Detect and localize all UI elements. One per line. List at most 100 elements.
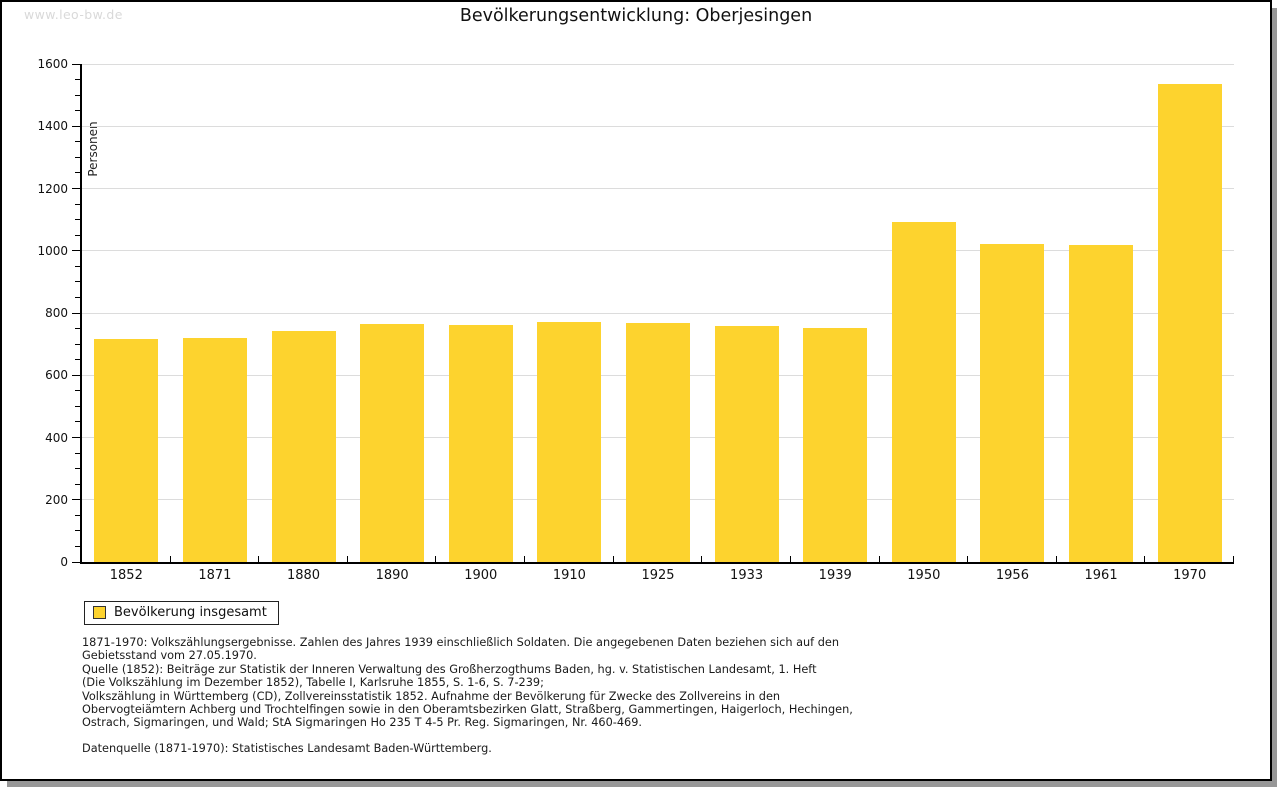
y-axis-label: Personen xyxy=(86,121,100,177)
x-axis-tick-label: 1961 xyxy=(1084,568,1118,583)
x-axis-tick xyxy=(524,556,525,562)
y-axis-minor-tick xyxy=(75,390,80,392)
y-axis-tick xyxy=(72,250,80,252)
bar xyxy=(182,337,247,562)
chart-title: Bevölkerungsentwicklung: Oberjesingen xyxy=(459,6,813,26)
y-axis-minor-tick xyxy=(75,468,80,470)
x-axis-tick xyxy=(613,556,614,562)
bar xyxy=(1069,244,1134,562)
x-axis-tick xyxy=(1056,556,1057,562)
bar xyxy=(1157,84,1222,562)
y-axis-tick xyxy=(72,312,80,314)
data-source-line: Datenquelle (1871-1970): Statistisches L… xyxy=(82,742,492,755)
y-axis-tick-label: 1200 xyxy=(37,181,68,196)
bar xyxy=(803,327,868,562)
y-axis-minor-tick xyxy=(75,514,80,516)
y-axis-minor-tick xyxy=(75,545,80,547)
y-axis-minor-tick xyxy=(75,156,80,158)
y-axis-tick-label: 1000 xyxy=(37,243,68,258)
y-axis-minor-tick xyxy=(75,110,80,112)
leo-bw-watermark: www.leo-bw.de xyxy=(24,7,123,22)
x-axis-tick-label: 1890 xyxy=(375,568,409,583)
x-axis-tick xyxy=(435,556,436,562)
x-axis-tick xyxy=(1144,556,1145,562)
y-axis-minor-tick xyxy=(75,343,80,345)
y-axis-minor-tick xyxy=(75,530,80,532)
x-axis-tick-label: 1933 xyxy=(730,568,764,583)
y-axis-tick xyxy=(72,63,80,65)
footnote-line: 1871-1970: Volkszählungsergebnisse. Zahl… xyxy=(82,636,840,649)
x-axis-tick xyxy=(347,556,348,562)
y-axis-minor-tick xyxy=(75,405,80,407)
y-axis-tick-label: 600 xyxy=(45,368,68,383)
y-axis-tick-label: 1600 xyxy=(37,57,68,71)
legend-color-swatch-icon xyxy=(93,606,106,619)
y-axis-minor-tick xyxy=(75,234,80,236)
y-axis-tick xyxy=(72,561,80,563)
x-axis-tick-label: 1852 xyxy=(109,568,143,583)
x-axis-tick-label: 1900 xyxy=(464,568,498,583)
plot-area: Personen 0 200 400 600 800 1000 1200 1400 1600 18… xyxy=(37,57,1234,583)
bar xyxy=(626,322,690,562)
y-axis-minor-tick xyxy=(75,328,80,330)
y-axis-minor-tick xyxy=(75,265,80,267)
x-axis-tick xyxy=(790,556,791,562)
x-axis-tick-label: 1880 xyxy=(286,568,321,583)
gridline-y xyxy=(82,188,1234,189)
bar xyxy=(537,322,602,562)
x-axis-tick xyxy=(967,556,968,562)
y-axis-tick xyxy=(72,188,80,189)
y-axis-minor-tick xyxy=(75,219,80,221)
footnote-line: Obervogteiämtern Achberg und Trochtelfin… xyxy=(82,703,853,717)
x-axis-tick-label: 1871 xyxy=(198,568,232,583)
y-axis-minor-tick xyxy=(75,296,80,298)
y-axis-tick xyxy=(72,499,80,501)
footnote-line: (Die Volkszählung im Dezember 1852), Tab… xyxy=(82,676,544,690)
x-axis-tick-label: 1950 xyxy=(907,568,941,583)
y-axis-minor-tick xyxy=(75,359,80,361)
x-axis-tick-label: 1970 xyxy=(1173,568,1207,583)
x-axis-tick xyxy=(879,556,880,562)
y-axis-tick xyxy=(72,437,80,438)
footnote-line: Gebietsstand vom 27.05.1970. xyxy=(82,649,257,663)
y-axis-minor-tick xyxy=(75,172,80,174)
y-axis-minor-tick xyxy=(75,79,80,81)
y-axis-minor-tick xyxy=(75,203,80,205)
y-axis-tick-label: 0 xyxy=(60,555,68,569)
y-axis-minor-tick xyxy=(75,452,80,454)
footnotes-block: 1871-1970: Volkszählungsergebnisse. Zahl… xyxy=(82,636,853,730)
bar xyxy=(448,324,513,562)
footnote-line: Quelle (1852): Beiträge zur Statistik de… xyxy=(82,662,817,676)
y-axis-tick-label: 1400 xyxy=(37,119,68,134)
x-axis-tick-label: 1939 xyxy=(818,568,852,583)
gridline-y xyxy=(82,125,1234,127)
y-axis-minor-tick xyxy=(75,94,80,96)
bar xyxy=(714,326,779,562)
x-axis-tick xyxy=(258,556,259,562)
bar xyxy=(891,222,956,562)
footnote-line: Ostrach, Sigmaringen, und Wald; StA Sigm… xyxy=(82,716,643,730)
y-axis-minor-tick xyxy=(75,281,80,283)
x-axis-tick-label: 1956 xyxy=(995,568,1029,583)
bar xyxy=(94,339,159,562)
legend-label: Bevölkerung insgesamt xyxy=(114,605,267,620)
gridline-y xyxy=(82,250,1234,252)
x-axis-tick xyxy=(1233,556,1234,562)
x-axis-tick xyxy=(170,556,171,562)
bar xyxy=(271,331,336,562)
x-axis-tick-label: 1910 xyxy=(552,568,586,583)
y-axis-tick-label: 200 xyxy=(45,492,68,507)
x-axis-tick-label: 1925 xyxy=(641,568,675,583)
y-axis-tick-label: 800 xyxy=(45,306,68,320)
gridline-y xyxy=(82,63,1234,65)
gridline-y xyxy=(82,312,1234,314)
y-axis-minor-tick xyxy=(75,483,80,485)
bar xyxy=(360,323,425,562)
y-axis-tick xyxy=(72,374,80,376)
legend-box: Bevölkerung insgesamt xyxy=(84,601,279,625)
footnote-line: Volkszählung in Württemberg (CD), Zollve… xyxy=(82,689,781,703)
x-axis-tick xyxy=(701,556,702,562)
y-axis-minor-tick xyxy=(75,141,80,143)
y-axis-minor-tick xyxy=(75,421,80,423)
